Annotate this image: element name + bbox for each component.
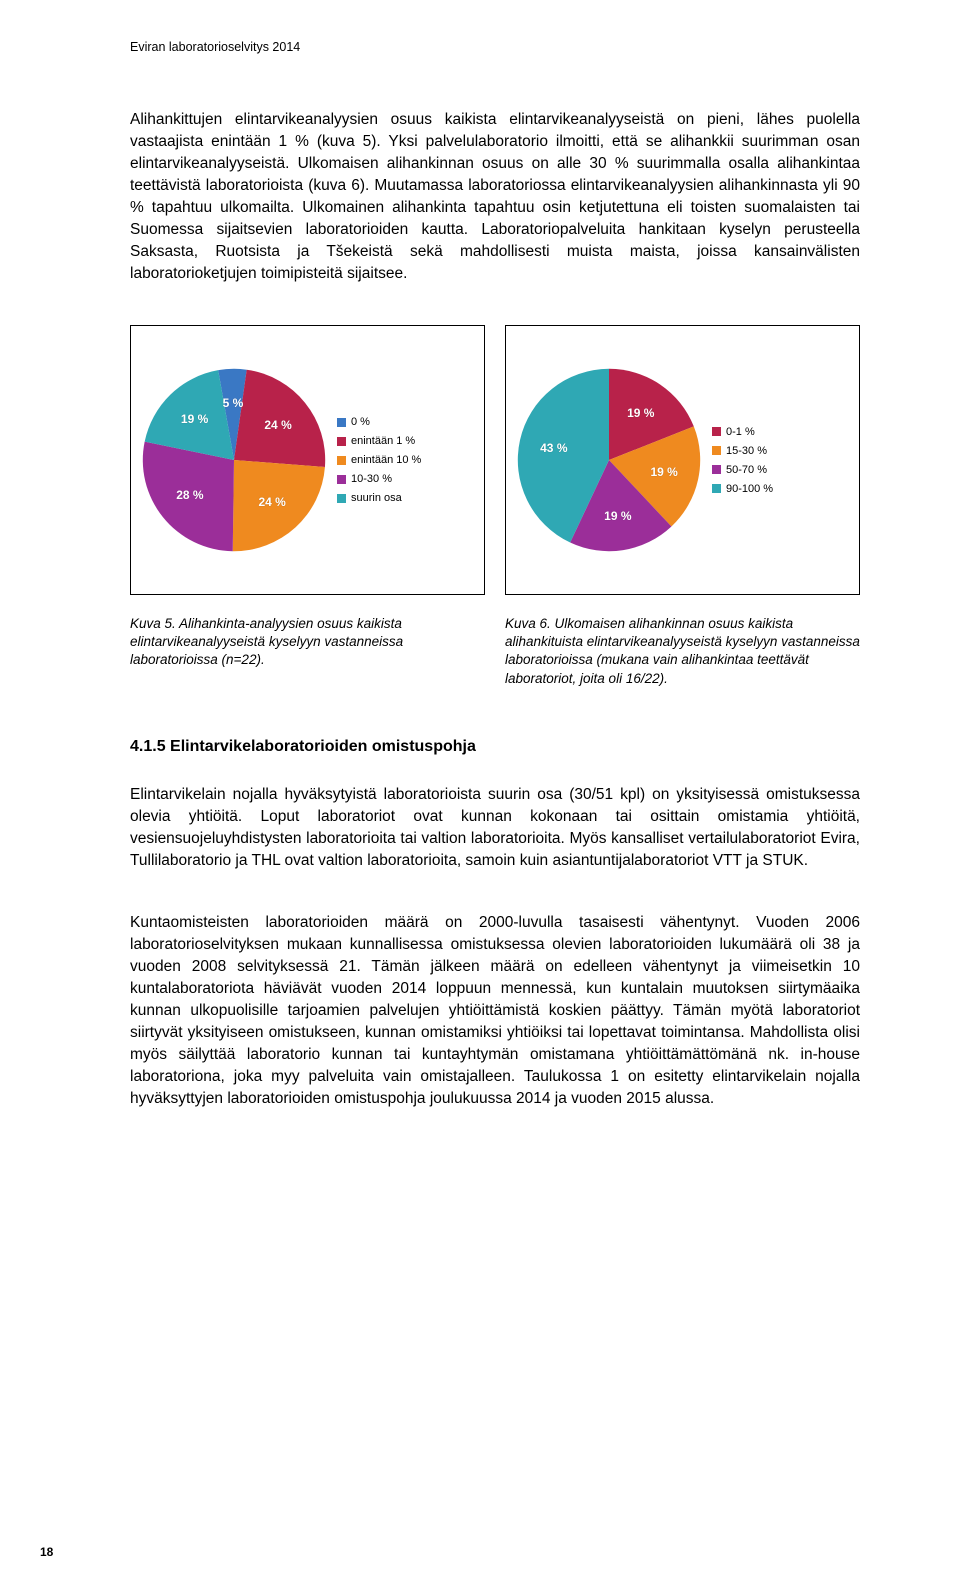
legend-swatch [337, 456, 346, 465]
page-header: Eviran laboratorioselvitys 2014 [130, 40, 860, 54]
pie-slice-label: 19 % [627, 406, 654, 420]
legend-swatch [712, 465, 721, 474]
section-heading: 4.1.5 Elintarvikelaboratorioiden omistus… [130, 738, 860, 756]
chart-6-legend: 0-1 % 15-30 % 50-70 % 90-100 % [712, 426, 773, 495]
chart-6-box: 19 % 19 % 19 % 43 % 0-1 % 15-30 % 50-70 % 90-1… [505, 325, 860, 595]
legend-swatch [712, 446, 721, 455]
pie-slice-label: 43 % [540, 441, 567, 455]
legend-label: 90-100 % [726, 483, 773, 495]
legend-label: suurin osa [351, 492, 402, 504]
chart-5-pie: 5 % 24 % 24 % 28 % 19 % [139, 365, 329, 555]
legend-swatch [337, 418, 346, 427]
legend-swatch [712, 484, 721, 493]
paragraph-1: Alihankittujen elintarvikeanalyysien osu… [130, 109, 860, 285]
chart-5-caption: Kuva 5. Alihankinta-analyysien osuus kai… [130, 615, 485, 688]
legend-item: 15-30 % [712, 445, 773, 457]
pie-slice-label: 28 % [176, 488, 203, 502]
legend-swatch [337, 494, 346, 503]
pie-slice-label: 19 % [650, 465, 677, 479]
legend-item: 90-100 % [712, 483, 773, 495]
legend-item: suurin osa [337, 492, 421, 504]
charts-row: 5 % 24 % 24 % 28 % 19 % 0 % enintään 1 % enint… [130, 325, 860, 595]
page-number: 18 [40, 1545, 53, 1559]
legend-item: 10-30 % [337, 473, 421, 485]
legend-label: 0-1 % [726, 426, 755, 438]
pie-slice-label: 19 % [181, 412, 208, 426]
pie-slice-label: 24 % [258, 495, 285, 509]
legend-item: 0-1 % [712, 426, 773, 438]
chart-6-pie: 19 % 19 % 19 % 43 % [514, 365, 704, 555]
captions-row: Kuva 5. Alihankinta-analyysien osuus kai… [130, 615, 860, 688]
chart-6-caption: Kuva 6. Ulkomaisen alihankinnan osuus ka… [505, 615, 860, 688]
legend-label: 15-30 % [726, 445, 767, 457]
legend-item: enintään 1 % [337, 435, 421, 447]
legend-label: 0 % [351, 416, 370, 428]
chart-5-box: 5 % 24 % 24 % 28 % 19 % 0 % enintään 1 % enint… [130, 325, 485, 595]
legend-label: 10-30 % [351, 473, 392, 485]
legend-item: 50-70 % [712, 464, 773, 476]
legend-swatch [337, 437, 346, 446]
legend-item: 0 % [337, 416, 421, 428]
chart-5-legend: 0 % enintään 1 % enintään 10 % 10-30 % suuri… [337, 416, 421, 504]
legend-label: enintään 10 % [351, 454, 421, 466]
legend-swatch [337, 475, 346, 484]
legend-label: enintään 1 % [351, 435, 415, 447]
legend-item: enintään 10 % [337, 454, 421, 466]
pie-slice-label: 19 % [604, 509, 631, 523]
legend-label: 50-70 % [726, 464, 767, 476]
paragraph-3: Kuntaomisteisten laboratorioiden määrä o… [130, 912, 860, 1110]
paragraph-2: Elintarvikelain nojalla hyväksytyistä la… [130, 784, 860, 872]
legend-swatch [712, 427, 721, 436]
pie-slice-label: 24 % [264, 418, 291, 432]
pie-slice-label: 5 % [223, 396, 244, 410]
